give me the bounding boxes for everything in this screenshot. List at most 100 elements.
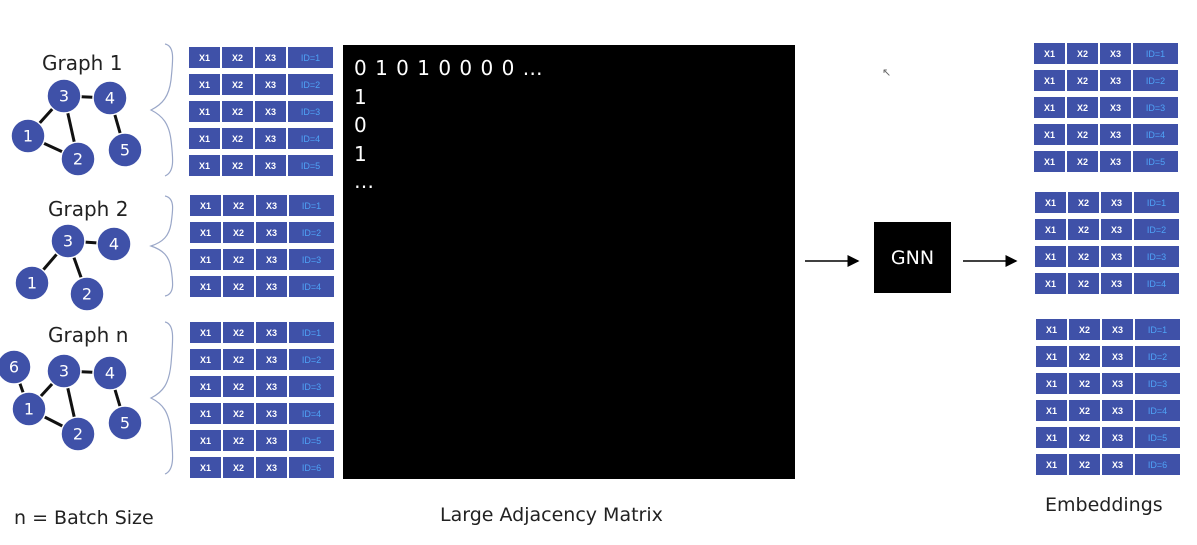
feature-row: X1 X2 X3 ID=5 [189, 155, 333, 176]
embedding-id: ID=6 [1135, 454, 1180, 475]
feature-x2: X2 [223, 376, 254, 397]
feature-x1: X1 [190, 249, 221, 270]
feature-x2: X2 [223, 322, 254, 343]
embedding-x1: X1 [1036, 427, 1067, 448]
feature-id: ID=1 [288, 47, 333, 68]
feature-x1: X1 [189, 47, 220, 68]
feature-row: X1 X2 X3 ID=2 [190, 349, 334, 370]
feature-row: X1 X2 X3 ID=4 [190, 403, 334, 424]
embedding-x3: X3 [1102, 400, 1133, 421]
graph-n-node: 3 [46, 353, 82, 389]
embedding-x2: X2 [1069, 319, 1100, 340]
embeddings-caption: Embeddings [1045, 494, 1163, 516]
svg-text:5: 5 [120, 141, 130, 160]
embedding-x2: X2 [1068, 246, 1099, 267]
feature-row: X1 X2 X3 ID=6 [190, 457, 334, 478]
embedding-x1: X1 [1036, 373, 1067, 394]
embedding-row: X1 X2 X3 ID=3 [1034, 97, 1178, 118]
embedding-x1: X1 [1034, 97, 1065, 118]
embedding-id: ID=4 [1135, 400, 1180, 421]
embedding-id: ID=5 [1135, 427, 1180, 448]
feature-row: X1 X2 X3 ID=2 [190, 222, 334, 243]
feature-x2: X2 [222, 101, 253, 122]
feature-x3: X3 [256, 376, 287, 397]
feature-row: X1 X2 X3 ID=1 [189, 47, 333, 68]
embedding-x2: X2 [1067, 124, 1098, 145]
embedding-x2: X2 [1067, 70, 1098, 91]
embedding-id: ID=2 [1135, 346, 1180, 367]
feature-x2: X2 [223, 403, 254, 424]
feature-x3: X3 [256, 195, 287, 216]
embedding-row: X1 X2 X3 ID=5 [1036, 427, 1180, 448]
embedding-x1: X1 [1035, 219, 1066, 240]
svg-text:4: 4 [105, 89, 115, 108]
embedding-row: X1 X2 X3 ID=6 [1036, 454, 1180, 475]
embedding-x3: X3 [1102, 454, 1133, 475]
feature-x2: X2 [223, 457, 254, 478]
feature-x1: X1 [190, 430, 221, 451]
brace-graph-n [149, 321, 174, 475]
embedding-id: ID=4 [1133, 124, 1178, 145]
feature-id: ID=3 [289, 249, 334, 270]
embedding-x1: X1 [1036, 400, 1067, 421]
embedding-x2: X2 [1067, 43, 1098, 64]
feature-x2: X2 [223, 276, 254, 297]
svg-text:2: 2 [73, 425, 83, 444]
graph-n-title: Graph n [48, 323, 129, 347]
embedding-id: ID=4 [1134, 273, 1179, 294]
feature-x3: X3 [256, 457, 287, 478]
embeddings-group-2: X1 X2 X3 ID=1 X1 X2 X3 ID=2 X1 X2 X3 ID=3 X1 X2 X3 I… [1035, 192, 1179, 300]
embedding-x3: X3 [1101, 192, 1132, 213]
embedding-x2: X2 [1067, 97, 1098, 118]
svg-text:3: 3 [63, 232, 73, 251]
feature-x1: X1 [190, 403, 221, 424]
graph-n-diagram: 6 3 4 1 2 5 [0, 349, 143, 452]
feature-x2: X2 [223, 249, 254, 270]
embedding-x3: X3 [1100, 151, 1131, 172]
embedding-x2: X2 [1069, 454, 1100, 475]
graph-2-node: 4 [96, 226, 132, 262]
brace-graph-1 [149, 43, 174, 177]
graph-n-node: 1 [11, 391, 47, 427]
embedding-x2: X2 [1069, 346, 1100, 367]
embedding-row: X1 X2 X3 ID=3 [1035, 246, 1179, 267]
feature-x1: X1 [190, 322, 221, 343]
embedding-id: ID=3 [1133, 97, 1178, 118]
feature-row: X1 X2 X3 ID=3 [190, 249, 334, 270]
svg-text:6: 6 [9, 358, 19, 377]
feature-id: ID=6 [289, 457, 334, 478]
feature-x1: X1 [189, 128, 220, 149]
feature-id: ID=2 [289, 349, 334, 370]
feature-id: ID=4 [289, 276, 334, 297]
grouping-braces [149, 43, 174, 475]
feature-x1: X1 [190, 195, 221, 216]
features-graph-2: X1 X2 X3 ID=1 X1 X2 X3 ID=2 X1 X2 X3 ID=3 X1 X2 X3 I… [190, 195, 334, 303]
embedding-row: X1 X2 X3 ID=4 [1035, 273, 1179, 294]
svg-text:1: 1 [23, 127, 33, 146]
feature-row: X1 X2 X3 ID=1 [190, 322, 334, 343]
feature-id: ID=5 [289, 430, 334, 451]
embedding-id: ID=3 [1135, 373, 1180, 394]
embedding-id: ID=2 [1134, 219, 1179, 240]
embeddings-group-1: X1 X2 X3 ID=1 X1 X2 X3 ID=2 X1 X2 X3 ID=3 X1 X2 X3 I… [1034, 43, 1178, 178]
embedding-id: ID=1 [1135, 319, 1180, 340]
matrix-row: 0 1 0 1 0 0 0 0 … [354, 56, 544, 80]
feature-x3: X3 [256, 349, 287, 370]
feature-x1: X1 [190, 349, 221, 370]
feature-id: ID=1 [289, 195, 334, 216]
feature-id: ID=1 [289, 322, 334, 343]
matrix-row: … [354, 169, 375, 193]
embedding-row: X1 X2 X3 ID=4 [1034, 124, 1178, 145]
graph-n-node: 6 [0, 349, 32, 385]
feature-x2: X2 [222, 74, 253, 95]
feature-id: ID=4 [288, 128, 333, 149]
feature-row: X1 X2 X3 ID=4 [190, 276, 334, 297]
svg-text:1: 1 [24, 400, 34, 419]
embedding-x2: X2 [1069, 427, 1100, 448]
feature-id: ID=2 [289, 222, 334, 243]
feature-row: X1 X2 X3 ID=1 [190, 195, 334, 216]
embedding-x1: X1 [1034, 151, 1065, 172]
embedding-x3: X3 [1100, 124, 1131, 145]
matrix-row: 0 [354, 113, 368, 137]
